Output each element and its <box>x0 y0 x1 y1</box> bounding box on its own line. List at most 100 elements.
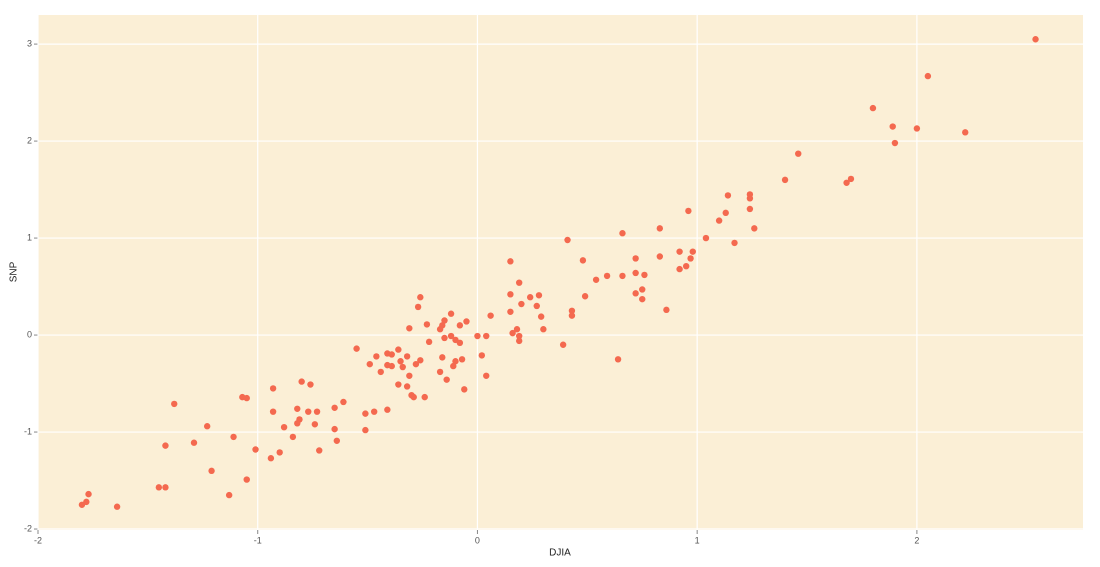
point <box>436 368 444 376</box>
point <box>395 346 402 353</box>
point <box>373 353 380 360</box>
point <box>230 433 237 441</box>
point <box>417 357 424 364</box>
point <box>533 302 540 310</box>
point <box>298 378 305 385</box>
point <box>843 179 850 186</box>
point <box>518 300 525 308</box>
point <box>568 312 576 319</box>
point <box>225 491 233 499</box>
point <box>307 381 314 388</box>
x-tick-label: 1 <box>695 535 700 545</box>
y-tick-label: -1 <box>24 426 32 436</box>
point <box>280 423 288 431</box>
point <box>869 104 877 112</box>
point <box>781 176 789 184</box>
point <box>384 406 391 413</box>
point <box>724 192 732 199</box>
point <box>269 408 277 415</box>
point <box>478 352 486 359</box>
point <box>632 290 639 297</box>
point <box>85 490 92 498</box>
point <box>568 307 576 315</box>
point <box>333 437 341 444</box>
point <box>425 338 433 346</box>
point <box>507 291 514 298</box>
point <box>507 308 514 315</box>
point <box>162 442 169 449</box>
point <box>388 362 395 370</box>
point <box>641 271 648 279</box>
point <box>410 393 417 401</box>
point <box>924 72 932 80</box>
point <box>687 255 694 262</box>
point <box>171 400 178 408</box>
point <box>689 248 696 255</box>
point <box>461 386 468 393</box>
point <box>289 433 297 441</box>
point <box>414 303 422 311</box>
point <box>487 312 494 319</box>
point <box>515 337 523 345</box>
point <box>370 408 378 415</box>
point <box>715 217 723 224</box>
point <box>592 276 600 283</box>
point <box>406 325 413 332</box>
point <box>656 253 664 260</box>
point <box>702 234 710 242</box>
point <box>962 129 969 136</box>
point <box>252 446 259 453</box>
x-tick-label: 0 <box>475 535 480 545</box>
point <box>267 455 275 462</box>
point <box>535 292 543 299</box>
point <box>509 329 516 337</box>
x-tick-label: 2 <box>914 535 919 545</box>
point <box>269 385 277 392</box>
point <box>537 313 545 320</box>
y-tick-label: -2 <box>24 523 32 533</box>
point <box>639 286 646 293</box>
point <box>458 356 466 363</box>
point <box>243 476 250 483</box>
point <box>676 265 683 273</box>
point <box>483 332 490 340</box>
point <box>456 339 464 347</box>
point <box>243 394 250 402</box>
point <box>190 439 198 446</box>
point <box>507 258 514 265</box>
point <box>889 123 896 130</box>
point <box>526 294 534 301</box>
point <box>581 293 589 300</box>
point <box>388 351 395 358</box>
y-axis-title: SNP <box>9 261 20 282</box>
point <box>423 321 431 328</box>
point <box>412 360 420 368</box>
point <box>403 353 411 360</box>
y-tick-label: 2 <box>27 135 32 145</box>
point <box>447 332 455 340</box>
point <box>632 269 639 277</box>
point <box>203 423 211 430</box>
point <box>685 207 692 215</box>
point <box>746 205 754 213</box>
point <box>113 503 121 510</box>
point <box>559 341 567 348</box>
point <box>421 393 428 401</box>
point <box>515 279 523 286</box>
point <box>406 372 413 379</box>
point <box>311 421 319 428</box>
point <box>331 425 338 433</box>
point <box>436 326 444 333</box>
point <box>746 195 754 202</box>
point <box>305 408 312 415</box>
point <box>377 368 384 376</box>
point <box>483 372 490 379</box>
x-tick-label: -1 <box>254 535 262 545</box>
point <box>513 326 521 333</box>
point <box>340 398 347 406</box>
point <box>751 225 758 232</box>
point <box>619 272 626 280</box>
point <box>417 294 424 301</box>
